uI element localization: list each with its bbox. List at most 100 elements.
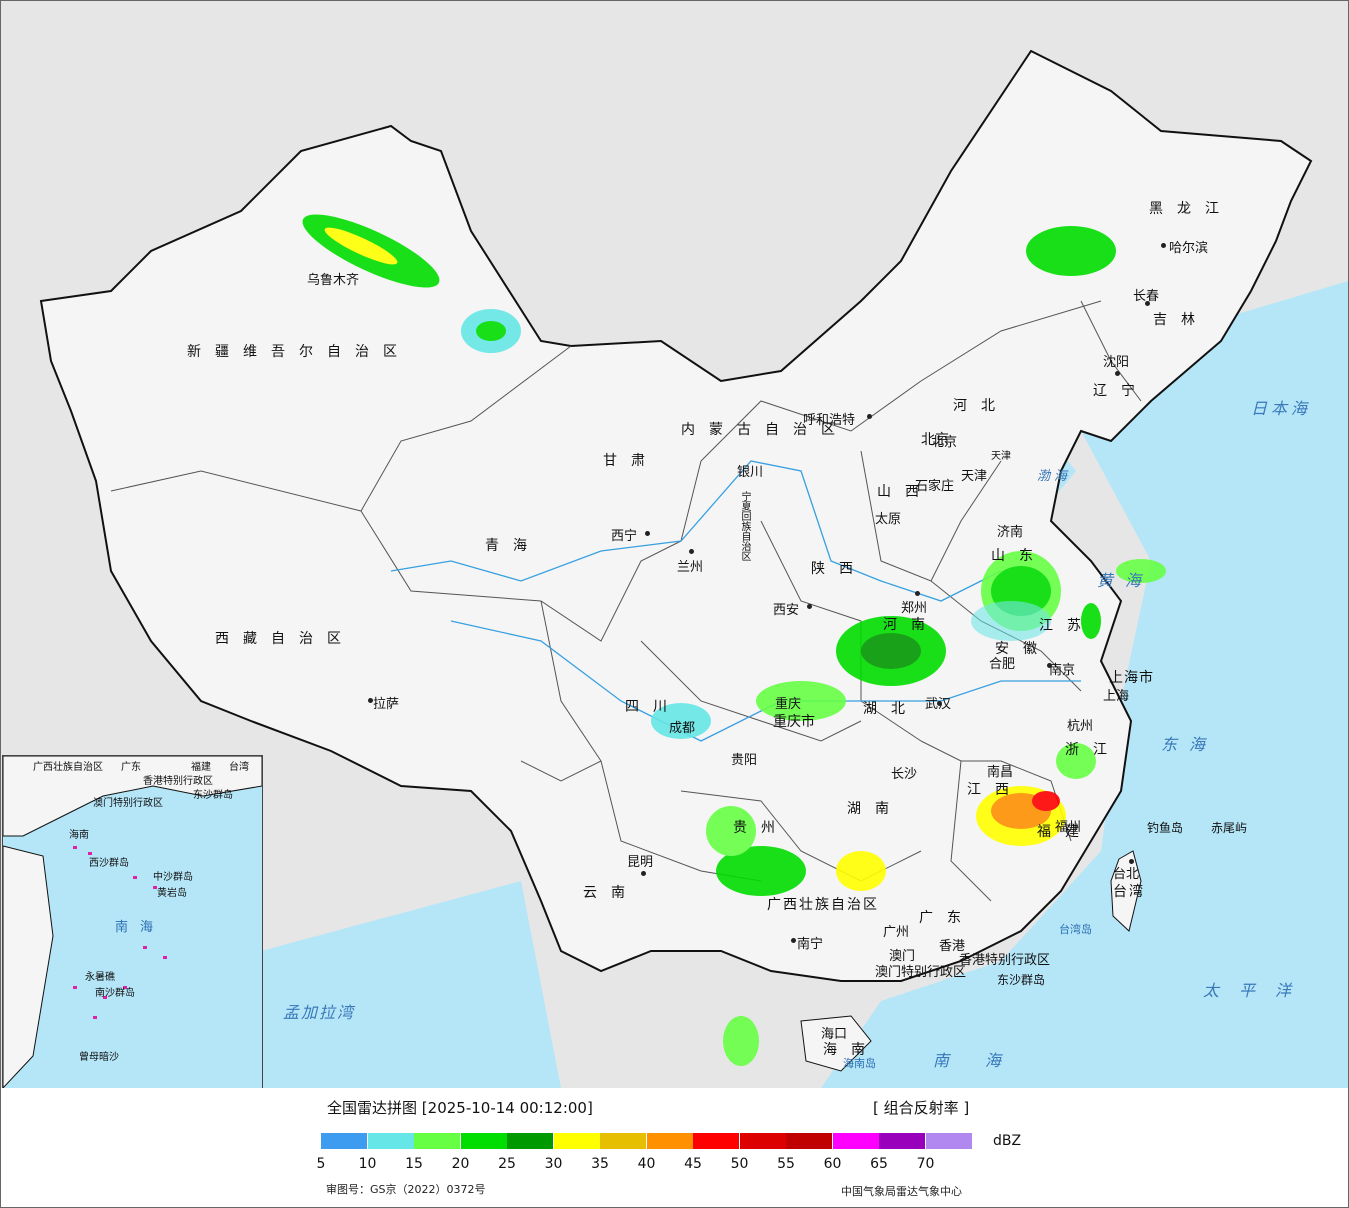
- inset-label: 黄岩岛: [157, 888, 187, 899]
- hainan-island: [800, 1015, 872, 1072]
- colorbar-tick-label: 70: [916, 1156, 935, 1172]
- colorbar-swatch: [693, 1133, 739, 1149]
- province-label: 陕西: [811, 561, 867, 577]
- province-label: 湖北: [863, 701, 919, 717]
- province-label: 四川: [625, 699, 681, 715]
- city-dot: [1145, 301, 1150, 306]
- legend-panel: 全国雷达拼图 [2025-10-14 00:12:00] [ 组合反射率 ] d…: [1, 1089, 1348, 1207]
- province-label: 河南: [883, 617, 939, 633]
- province-label: 海南: [823, 1042, 879, 1058]
- colorbar-swatch: [507, 1133, 553, 1149]
- province-label: 山西: [877, 484, 933, 500]
- colorbar-swatch: [739, 1133, 786, 1149]
- sea-label: 孟加拉湾: [283, 1003, 356, 1022]
- city-label: 拉萨: [373, 697, 400, 712]
- city-dot: [645, 531, 650, 536]
- mosaic-title: 全国雷达拼图: [327, 1099, 418, 1117]
- city-label: 澳门: [889, 949, 916, 964]
- sea-label: 太平洋: [1203, 981, 1312, 1000]
- city-label: 银川: [737, 465, 764, 480]
- east-sea-area: [821, 301, 1348, 1088]
- city-label: 石家庄: [915, 479, 955, 494]
- city-dot: [641, 871, 646, 876]
- inset-label: 广东: [121, 762, 141, 773]
- island-label: 海南岛: [843, 1057, 876, 1070]
- province-label: 青海: [485, 538, 541, 554]
- city-label: 郑州: [901, 601, 928, 616]
- city-dot: [1129, 859, 1134, 864]
- city-label: 重庆: [775, 697, 802, 712]
- city-label: 长春: [1133, 289, 1160, 304]
- city-dot: [867, 414, 872, 419]
- inset-label: 福建: [191, 762, 211, 773]
- city-label: 南京: [1049, 663, 1076, 678]
- province-label: 山东: [991, 548, 1047, 564]
- sea-label: 渤海: [1037, 469, 1072, 484]
- province-label: 安徽: [995, 641, 1051, 657]
- city-label: 沈阳: [1103, 355, 1130, 370]
- radar-echoes: [302, 214, 1166, 1066]
- province-label: 上海市: [1109, 670, 1154, 686]
- colorbar-swatch: [832, 1133, 879, 1149]
- inset-label: 台湾: [229, 762, 249, 773]
- colorbar-swatch: [414, 1133, 460, 1149]
- colorbar-swatch: [646, 1133, 693, 1149]
- province-label: 江苏: [1039, 618, 1095, 634]
- province-label: 内蒙古自治区: [681, 422, 849, 438]
- city-label: 台北: [1113, 867, 1140, 882]
- city-dot: [807, 604, 812, 609]
- province-label: 台湾: [1113, 884, 1145, 900]
- province-label: 河北: [953, 398, 1009, 414]
- colorbar-tick-label: 45: [684, 1156, 702, 1172]
- province-label: 湖南: [847, 801, 903, 817]
- colorbar-tick-label: 20: [451, 1156, 470, 1172]
- island-label: 东沙群岛: [997, 973, 1046, 987]
- city-label: 成都: [669, 721, 696, 736]
- city-label: 海口: [821, 1027, 848, 1042]
- city-label: 天津: [961, 469, 988, 484]
- region-label: 澳门特别行政区: [875, 965, 967, 980]
- colorbar: [321, 1133, 972, 1149]
- city-label: 南宁: [797, 937, 824, 952]
- south-china-sea-inset: 广西壮族自治区 广东 福建 台湾 香港特别行政区 澳门特别行政区 东沙群岛 海南…: [2, 755, 263, 1088]
- colorbar-swatch: [321, 1133, 367, 1149]
- province-label: 广东: [919, 910, 975, 926]
- city-label: 南昌: [987, 765, 1014, 780]
- island-label: 台湾岛: [1059, 923, 1092, 936]
- inset-label: 曾母暗沙: [79, 1052, 119, 1063]
- city-label: 昆明: [627, 855, 654, 870]
- province-label: 浙江: [1065, 742, 1121, 758]
- province-label: 甘肃: [603, 453, 659, 469]
- sea-label: 东海: [1161, 735, 1218, 754]
- inset-label: 西沙群岛: [89, 858, 129, 869]
- colorbar-tick-label: 35: [591, 1156, 609, 1172]
- colorbar-tick-label: 55: [777, 1156, 795, 1172]
- city-label: 呼和浩特: [803, 413, 856, 428]
- city-label: 兰州: [677, 560, 704, 575]
- source-label: 中国气象局雷达气象中心: [841, 1185, 962, 1198]
- colorbar-tick-label: 50: [730, 1156, 749, 1172]
- city-label: 合肥: [989, 657, 1016, 672]
- colorbar-swatch: [460, 1133, 507, 1149]
- colorbar-swatch: [600, 1133, 646, 1149]
- province-label: 北京: [921, 432, 949, 448]
- colorbar-tick-label: 5: [316, 1156, 326, 1172]
- colorbar-tick-label: 65: [870, 1156, 888, 1172]
- inset-label: 广西壮族自治区: [33, 762, 103, 773]
- city-dot: [1115, 371, 1120, 376]
- city-label: 乌鲁木齐: [307, 273, 360, 288]
- colorbar-swatch: [367, 1133, 414, 1149]
- island-label: 赤尾屿: [1211, 821, 1248, 835]
- province-label: 天津: [991, 451, 1011, 462]
- city-label: 北京: [931, 435, 958, 450]
- province-label: 云南: [583, 885, 639, 901]
- china-outline: [39, 49, 1313, 982]
- inset-label: 澳门特别行政区: [93, 798, 163, 809]
- inset-label: 南沙群岛: [95, 988, 135, 999]
- province-label: 辽宁: [1093, 383, 1149, 399]
- city-dot: [1161, 243, 1166, 248]
- city-label: 杭州: [1067, 719, 1094, 734]
- sea-label: 南海: [933, 1051, 1038, 1070]
- colorbar-tick-label: 25: [498, 1156, 516, 1172]
